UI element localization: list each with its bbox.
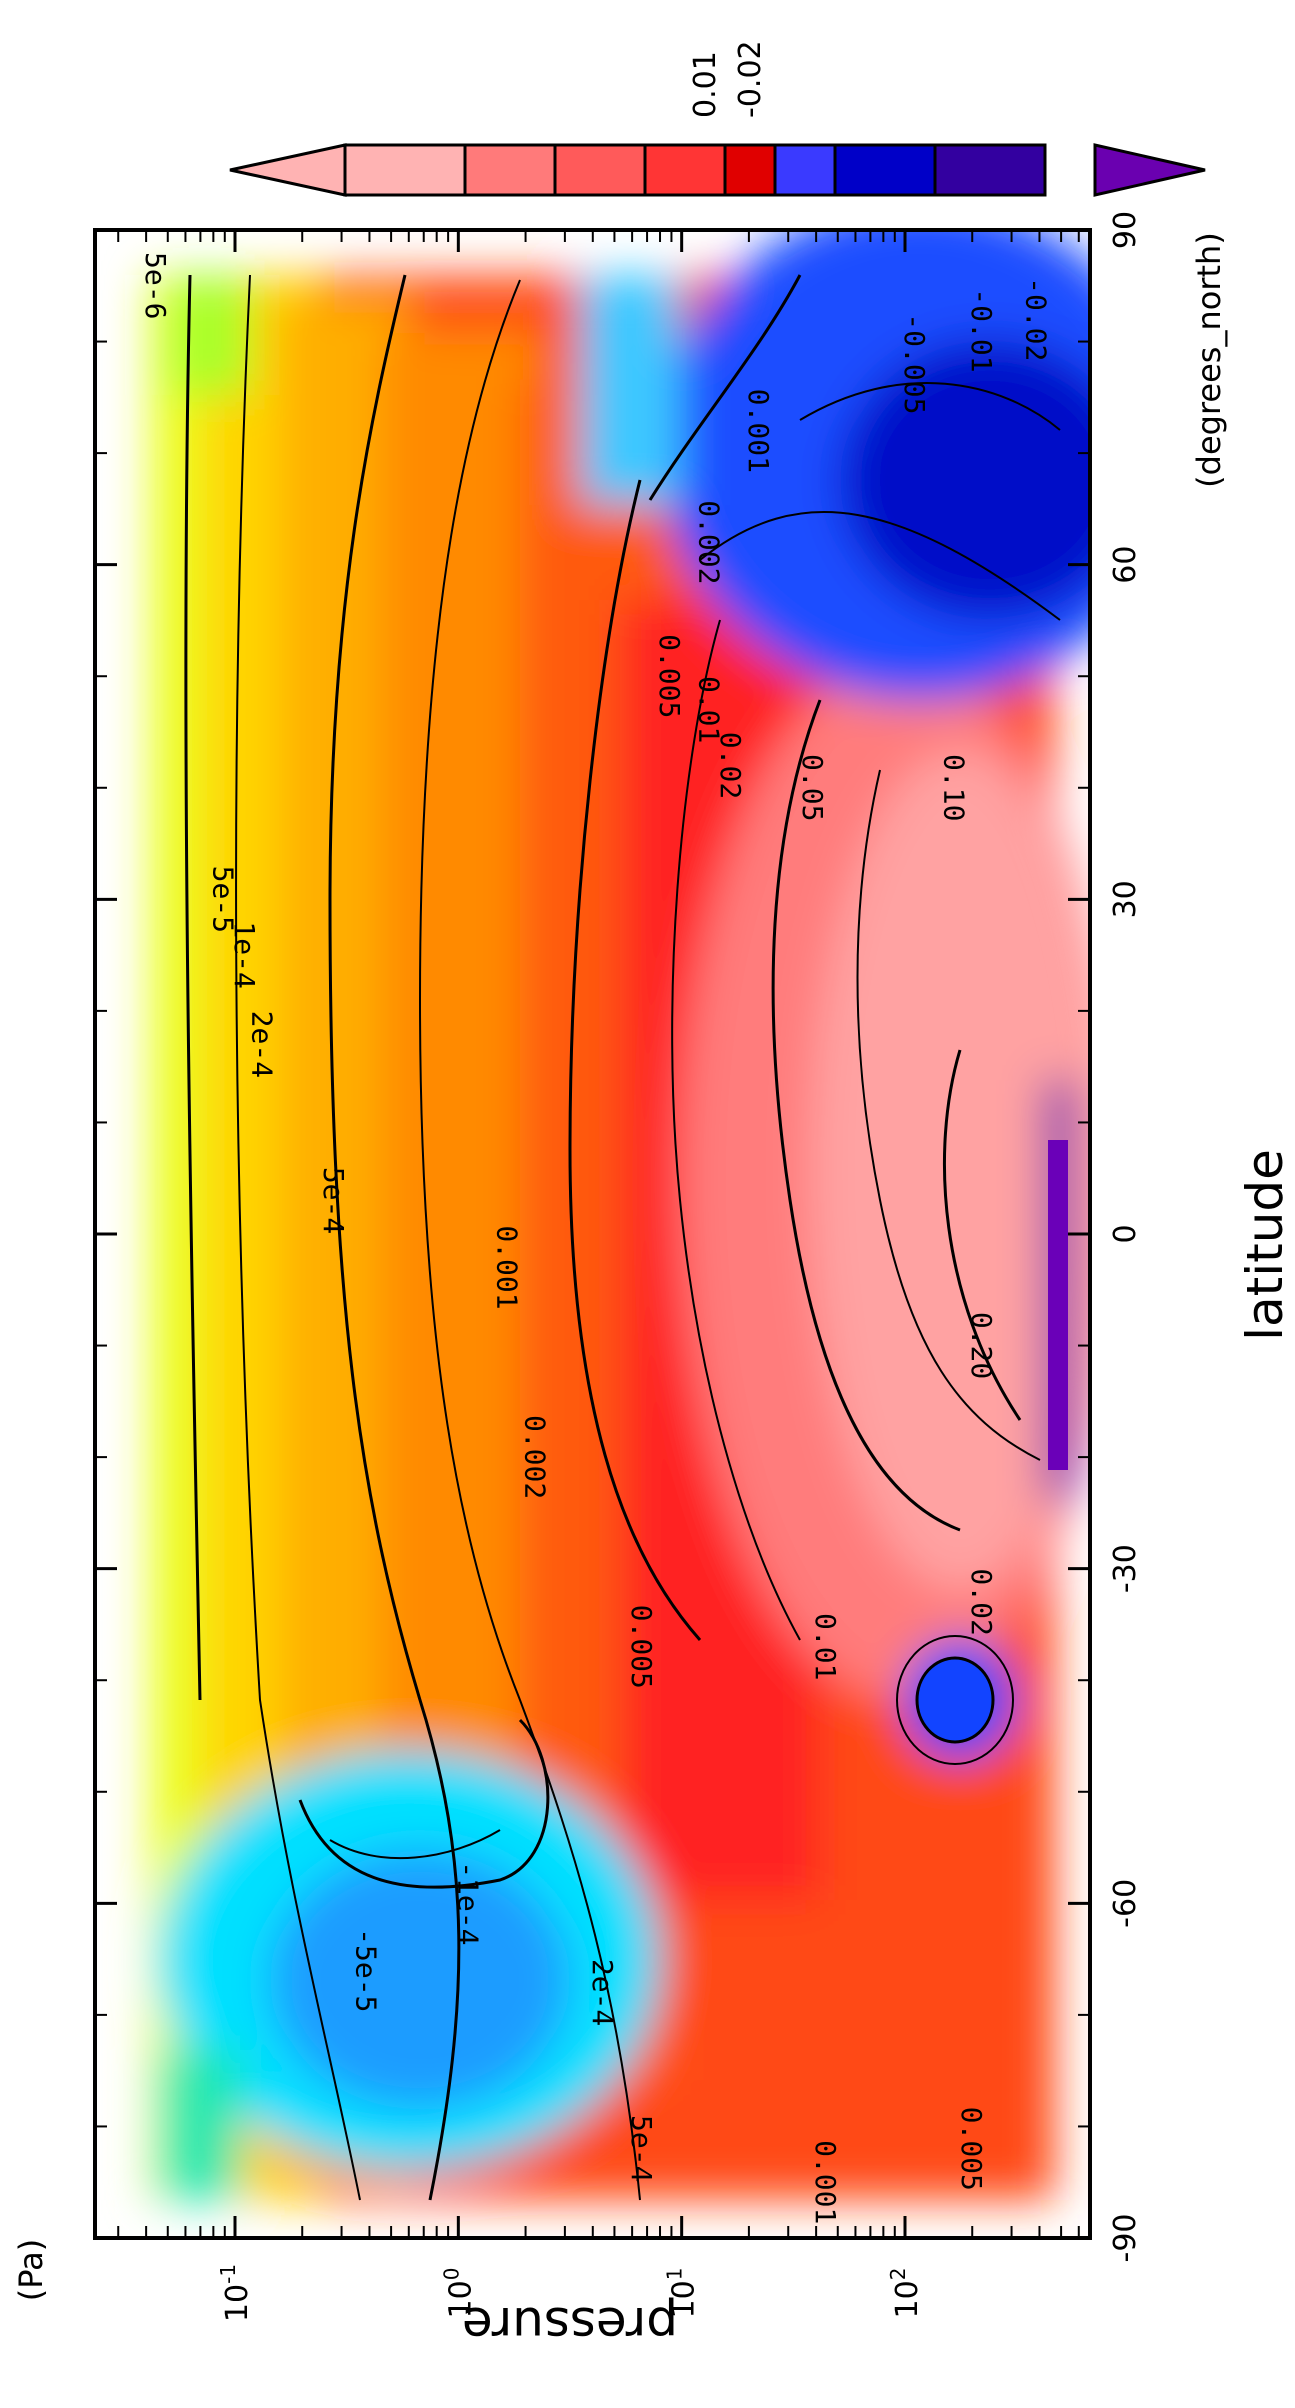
x-axis-title: latitude (1236, 1149, 1294, 1341)
contour-label: -0.005 (898, 313, 931, 414)
contour-label: 1e-4 (228, 921, 261, 988)
contour-label: 0.20 (965, 1312, 998, 1379)
contour-label: 0.02 (714, 732, 747, 799)
contour-label: 2e-4 (246, 1011, 279, 1078)
contour-label: 0.001 (491, 1225, 524, 1309)
lat-tick-label: -90 (1108, 2214, 1143, 2263)
contour-label: 0.001 (809, 2140, 842, 2224)
contour-label: -1e-4 (451, 1861, 484, 1945)
colorbar-segment (935, 145, 1045, 195)
contour-field (95, 200, 1180, 2238)
contour-label: 0.002 (692, 500, 725, 584)
colorbar-right-arrow (1095, 145, 1205, 195)
contour-label: 0.02 (965, 1568, 998, 1635)
contour-label: 0.005 (625, 1605, 658, 1689)
contour-label: 0.10 (937, 754, 970, 821)
colorbar-segment (465, 145, 555, 195)
lat-tick-label: 0 (1108, 1224, 1143, 1243)
y-axis-title: pressure (462, 2296, 678, 2354)
colorbar-segment (645, 145, 725, 195)
colorbar-segment (835, 145, 935, 195)
contour-label: 0.001 (742, 389, 775, 473)
lat-tick-label: -60 (1108, 1879, 1143, 1928)
colorbar-segment (725, 145, 775, 195)
colorbar-segment (555, 145, 645, 195)
contour-label: 5e-6 (139, 252, 172, 319)
contour-label: 5e-4 (625, 2115, 658, 2182)
contour-label: 0.05 (796, 754, 829, 821)
contour-label: 0.005 (955, 2107, 988, 2191)
colorbar: 0.01 -0.02 (230, 40, 1205, 195)
lat-tick-label: 90 (1108, 211, 1143, 249)
contour-label: -0.02 (1020, 277, 1053, 361)
lat-tick-label: 60 (1108, 546, 1143, 584)
contour-label: 5e-4 (317, 1167, 350, 1234)
lat-tick-label: -30 (1108, 1544, 1143, 1593)
x-axis-units: (degrees_north) (1190, 232, 1228, 488)
contour-label: 0.01 (809, 1613, 842, 1680)
colorbar-label-low: -0.02 (733, 40, 768, 118)
contour-label: -0.01 (965, 288, 998, 372)
p-tick-label: 102 (886, 2268, 925, 2319)
contour-label: 0.005 (653, 634, 686, 718)
contour-label: -5e-5 (350, 1928, 383, 2012)
colorbar-segment (345, 145, 465, 195)
contour-label: 2e-4 (586, 1959, 619, 2026)
colorbar-left-arrow (230, 145, 345, 195)
y-axis-units: (Pa) (12, 2239, 50, 2301)
colorbar-segment (775, 145, 835, 195)
p-tick-label: 10-1 (216, 2264, 255, 2322)
lat-tick-label: 30 (1108, 880, 1143, 918)
colorbar-label-high: 0.01 (688, 51, 723, 118)
contour-label: 0.002 (519, 1415, 552, 1499)
